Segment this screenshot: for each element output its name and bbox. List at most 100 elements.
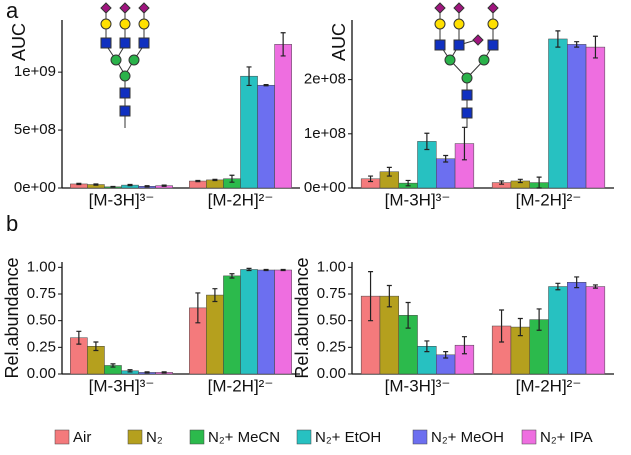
bar: [567, 282, 587, 375]
y-tick-label: 0e+00: [304, 179, 346, 196]
error-bar: [161, 371, 167, 374]
legend-label: N₂: [146, 429, 163, 446]
y-tick-label: 1e+09: [14, 63, 56, 80]
bar: [257, 84, 275, 189]
error-bar: [195, 179, 201, 183]
bar: [274, 44, 292, 189]
error-bar: [263, 268, 269, 272]
y-tick-label: 0.50: [27, 312, 56, 329]
legend-label: N₂+ MeOH: [431, 429, 504, 446]
bar: [274, 269, 292, 375]
y-tick-label: 0.50: [317, 312, 346, 329]
error-bar: [212, 288, 218, 303]
error-bar: [144, 371, 150, 374]
x-tick-label: [M-2H]²⁻: [516, 376, 582, 395]
error-bar: [499, 309, 505, 343]
error-bar: [76, 330, 82, 345]
legend-swatch: [189, 429, 205, 445]
bar: [585, 286, 606, 375]
legend-swatch: [127, 429, 143, 445]
panel-label: b: [6, 211, 18, 236]
error-bar: [368, 271, 374, 322]
error-bar: [574, 276, 580, 289]
x-tick-label: [M-2H]²⁻: [516, 190, 582, 209]
x-tick-label: [M-3H]³⁻: [89, 376, 155, 395]
glycan-icon: [434, 2, 499, 128]
error-bar: [536, 176, 542, 189]
error-bar: [424, 132, 430, 151]
y-axis-label: Rel.abundance: [292, 257, 312, 378]
y-axis-label: AUC: [9, 23, 29, 61]
bar: [206, 179, 224, 189]
error-bar: [161, 184, 167, 187]
error-bar: [517, 178, 523, 184]
y-tick-label: 5e+08: [14, 121, 56, 138]
error-bar: [405, 301, 411, 329]
y-tick-label: 0.75: [317, 285, 346, 302]
legend-swatch: [521, 429, 537, 445]
error-bar: [246, 66, 252, 87]
bar: [567, 44, 587, 189]
error-bar: [76, 182, 82, 186]
error-bar: [386, 284, 392, 308]
x-tick-label: [M-3H]³⁻: [385, 190, 451, 209]
error-bar: [110, 363, 116, 368]
bar: [585, 46, 606, 189]
bar: [240, 75, 258, 189]
bar: [379, 295, 399, 375]
panel-label: a: [6, 0, 19, 23]
error-bar: [536, 308, 542, 331]
error-bar: [229, 174, 235, 183]
legend-swatch: [412, 429, 428, 445]
error-bar: [443, 351, 449, 359]
error-bar: [424, 340, 430, 353]
error-bar: [555, 282, 561, 291]
legend-label: N₂+ MeCN: [208, 429, 280, 446]
error-bar: [195, 292, 201, 324]
y-tick-label: 0.00: [317, 365, 346, 382]
error-bar: [499, 180, 505, 185]
y-tick-label: 0e+00: [14, 179, 56, 196]
error-bar: [368, 175, 374, 183]
bar: [206, 294, 224, 375]
legend-label: N₂+ IPA: [540, 429, 593, 446]
y-tick-label: 0.25: [317, 338, 346, 355]
x-tick-label: [M-2H]²⁻: [208, 190, 274, 209]
legend-label: Air: [73, 429, 91, 446]
error-bar: [517, 317, 523, 337]
error-bar: [280, 32, 286, 57]
error-bar: [127, 183, 133, 187]
error-bar: [461, 336, 467, 355]
error-bar: [93, 183, 99, 186]
error-bar: [592, 35, 598, 59]
bar: [240, 269, 258, 375]
y-tick-label: 1.00: [317, 258, 346, 275]
y-tick-label: 0.75: [27, 285, 56, 302]
legend-swatch: [54, 429, 70, 445]
error-bar: [246, 267, 252, 272]
bar: [436, 158, 456, 189]
x-tick-label: [M-3H]³⁻: [385, 376, 451, 395]
x-tick-label: [M-3H]³⁻: [89, 190, 155, 209]
error-bar: [280, 268, 286, 272]
error-bar: [386, 166, 392, 177]
error-bar: [229, 273, 235, 279]
y-tick-label: 0.25: [27, 338, 56, 355]
error-bar: [461, 126, 467, 161]
bar: [548, 38, 568, 189]
error-bar: [93, 341, 99, 352]
bar: [257, 269, 275, 375]
bar: [223, 275, 241, 375]
error-bar: [405, 179, 411, 187]
error-bar: [127, 369, 133, 373]
error-bar: [574, 41, 580, 48]
y-axis-label: AUC: [329, 23, 349, 61]
error-bar: [110, 185, 116, 188]
error-bar: [144, 185, 150, 188]
error-bar: [443, 154, 449, 163]
legend-label: N₂+ EtOH: [315, 429, 381, 446]
y-tick-label: 1.00: [27, 258, 56, 275]
y-tick-label: 2e+08: [304, 71, 346, 88]
error-bar: [263, 84, 269, 87]
